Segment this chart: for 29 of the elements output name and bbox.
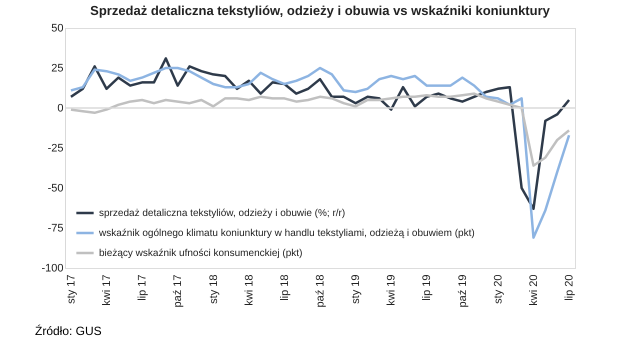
x-tick-label: lip 18 — [278, 274, 291, 301]
x-tick-label: lip 20 — [564, 274, 576, 301]
x-tick-label: sty 18 — [208, 274, 220, 304]
x-tick-label: kwi 18 — [243, 274, 256, 306]
x-tick-label: lip 19 — [421, 274, 434, 301]
line-series — [70, 66, 570, 239]
x-tick-label: sty 19 — [350, 274, 362, 304]
x-tick-label: kwi 20 — [528, 274, 540, 306]
line-series — [70, 92, 570, 167]
y-tick-label: -75 — [48, 222, 64, 234]
legend-label: wskaźnik ogólnego klimatu koniunktury w handlu tekstyliami, odzieżą i obuwiem (pkt) — [98, 228, 475, 239]
legend-label: bieżący wskaźnik ufności konsumenckiej (pkt) — [99, 248, 302, 259]
legend-label: sprzedaż detaliczna tekstyliów, odzieży i obuwie (%; r/r) — [99, 208, 346, 219]
y-tick-label: 0 — [57, 102, 64, 114]
chart-title: Sprzedaż detaliczna tekstyliów, odzieży i obuwia vs wskaźniki koniunktury — [90, 3, 551, 18]
y-tick-label: -25 — [48, 142, 64, 154]
x-tick-label: kwi 17 — [101, 274, 114, 306]
y-tick-label: 50 — [51, 22, 64, 34]
y-tick-label: 25 — [51, 62, 64, 74]
x-tick-label: paź 19 — [456, 274, 469, 308]
x-tick-label: paź 18 — [314, 274, 326, 308]
x-tick-label: paź 17 — [172, 274, 184, 308]
x-tick-label: sty 20 — [492, 274, 504, 304]
x-tick-label: kwi 19 — [386, 274, 398, 306]
y-tick-label: -100 — [41, 262, 64, 274]
x-tick-label: sty 17 — [65, 274, 78, 304]
y-tick-label: -50 — [48, 182, 64, 194]
text: Źródło: GUS — [35, 324, 102, 338]
x-tick-label: lip 17 — [136, 274, 149, 301]
